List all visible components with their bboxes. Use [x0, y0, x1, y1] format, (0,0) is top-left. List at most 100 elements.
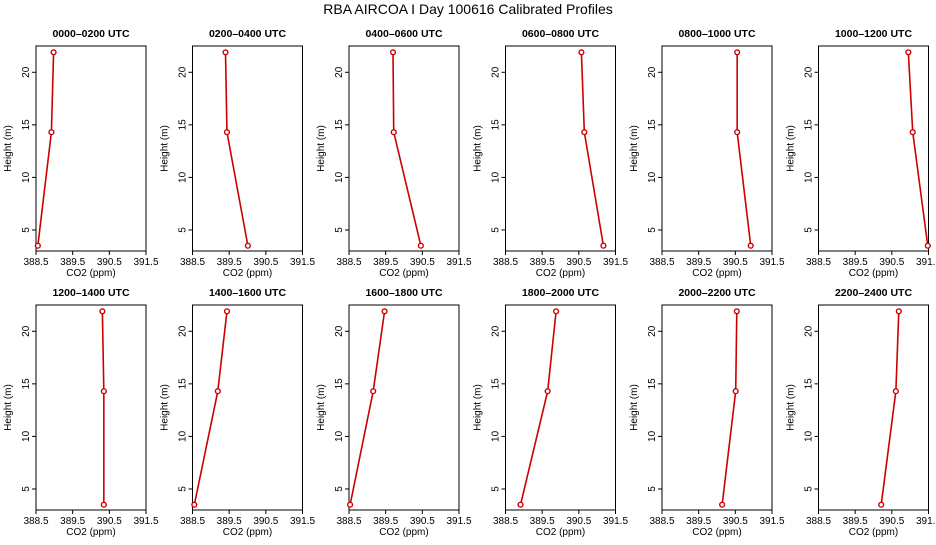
x-tick-label: 391.5 [916, 516, 936, 527]
data-point [720, 502, 725, 507]
profile-line [581, 52, 603, 245]
y-tick-label: 5 [491, 486, 502, 492]
x-tick-label: 388.5 [649, 257, 674, 268]
y-tick-label: 15 [491, 119, 502, 131]
x-tick-label: 390.5 [253, 516, 278, 527]
x-axis-label: CO2 (ppm) [849, 527, 898, 538]
y-tick-label: 20 [21, 66, 32, 78]
data-point [51, 50, 56, 55]
x-axis-label: CO2 (ppm) [849, 268, 898, 279]
x-tick-label: 388.5 [180, 516, 205, 527]
data-point [734, 309, 739, 314]
data-point [748, 243, 753, 248]
profile-line [393, 52, 421, 245]
y-tick-label: 10 [334, 171, 345, 183]
x-tick-label: 391.5 [446, 516, 471, 527]
data-point [101, 389, 106, 394]
plot-frame [662, 46, 772, 251]
panel-title: 1400–1600 UTC [209, 287, 286, 299]
x-tick-label: 388.5 [493, 257, 518, 268]
x-tick-label: 389.5 [530, 257, 555, 268]
plot-frame [506, 305, 616, 510]
x-tick-label: 390.5 [723, 257, 748, 268]
x-axis-label: CO2 (ppm) [66, 268, 115, 279]
y-tick-label: 5 [178, 227, 189, 233]
x-axis-label: CO2 (ppm) [536, 527, 585, 538]
x-axis-label: CO2 (ppm) [692, 527, 741, 538]
data-point [225, 309, 230, 314]
y-tick-label: 5 [334, 227, 345, 233]
profile-line [350, 311, 384, 504]
x-tick-label: 391.5 [603, 257, 628, 268]
data-point [893, 389, 898, 394]
y-axis-label: Height (m) [473, 125, 484, 172]
x-tick-label: 388.5 [336, 257, 361, 268]
y-tick-label: 10 [334, 430, 345, 442]
panel-title: 2000–2200 UTC [678, 287, 755, 299]
y-tick-label: 15 [178, 378, 189, 390]
y-tick-label: 10 [804, 430, 815, 442]
x-tick-label: 388.5 [649, 516, 674, 527]
x-tick-label: 389.5 [686, 516, 711, 527]
y-tick-label: 10 [21, 430, 32, 442]
y-tick-label: 20 [647, 325, 658, 337]
x-tick-label: 388.5 [180, 257, 205, 268]
x-tick-label: 388.5 [23, 516, 48, 527]
x-tick-label: 390.5 [723, 516, 748, 527]
data-point [579, 50, 584, 55]
panel-title: 0800–1000 UTC [678, 28, 755, 40]
y-tick-label: 10 [804, 171, 815, 183]
y-tick-label: 20 [178, 325, 189, 337]
y-tick-label: 20 [334, 325, 345, 337]
x-tick-label: 390.5 [253, 257, 278, 268]
x-tick-label: 390.5 [879, 257, 904, 268]
panel-title: 0000–0200 UTC [52, 28, 129, 40]
data-point [910, 130, 915, 135]
panel-title: 1600–1800 UTC [365, 287, 442, 299]
x-tick-label: 391.5 [759, 257, 784, 268]
x-tick-label: 390.5 [410, 516, 435, 527]
x-tick-label: 391.5 [290, 257, 315, 268]
panel-title: 1800–2000 UTC [522, 287, 599, 299]
plot-frame [662, 305, 772, 510]
y-tick-label: 5 [804, 227, 815, 233]
data-point [906, 50, 911, 55]
x-tick-label: 391.5 [133, 516, 158, 527]
y-tick-label: 20 [804, 325, 815, 337]
x-tick-label: 389.5 [843, 257, 868, 268]
x-tick-label: 389.5 [530, 516, 555, 527]
panel-title: 2200–2400 UTC [835, 287, 912, 299]
data-point [582, 130, 587, 135]
y-tick-label: 5 [21, 227, 32, 233]
y-tick-label: 10 [178, 430, 189, 442]
x-axis-label: CO2 (ppm) [379, 268, 428, 279]
plot-frame [193, 305, 303, 510]
x-tick-label: 389.5 [217, 516, 242, 527]
plot-frame [36, 305, 146, 510]
y-axis-label: Height (m) [160, 125, 171, 172]
data-point [49, 130, 54, 135]
data-point [601, 243, 606, 248]
y-tick-label: 15 [647, 119, 658, 131]
y-tick-label: 5 [21, 486, 32, 492]
data-point [348, 502, 353, 507]
data-point [225, 130, 230, 135]
y-tick-label: 15 [21, 378, 32, 390]
profile-line [194, 311, 227, 504]
profile-line [908, 52, 927, 245]
data-point [418, 243, 423, 248]
y-tick-label: 5 [491, 227, 502, 233]
x-tick-label: 391.5 [916, 257, 936, 268]
x-tick-label: 389.5 [686, 257, 711, 268]
x-tick-label: 391.5 [290, 516, 315, 527]
y-tick-label: 10 [178, 171, 189, 183]
y-tick-label: 20 [21, 325, 32, 337]
x-tick-label: 389.5 [373, 516, 398, 527]
